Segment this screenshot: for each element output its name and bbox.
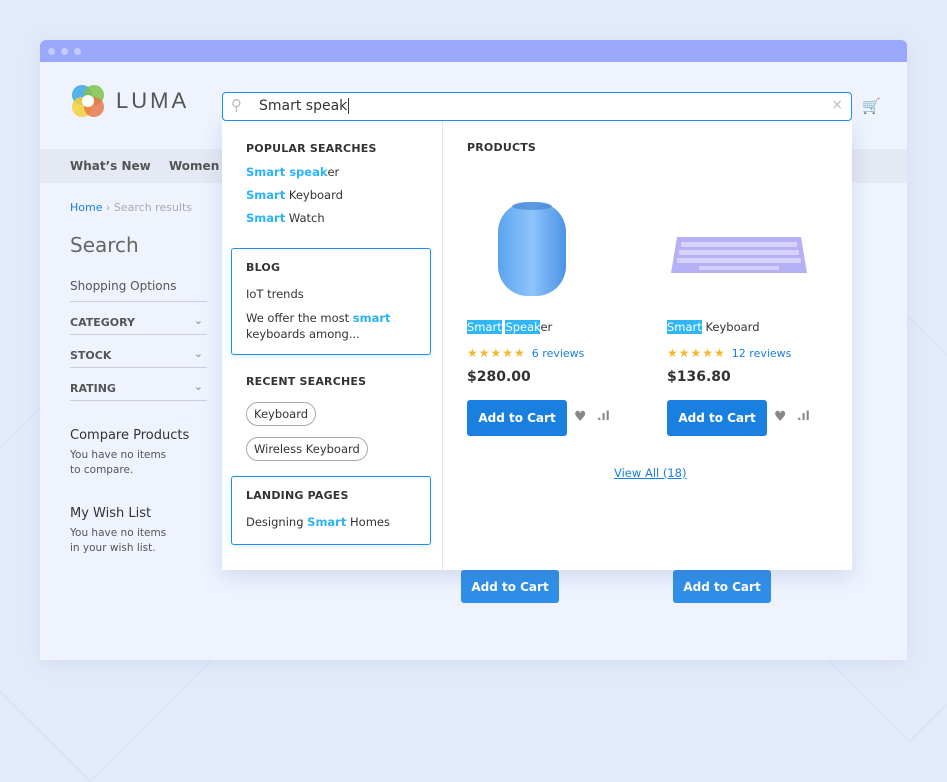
- smart-speaker-image[interactable]: [492, 198, 572, 298]
- rating-stars: ★★★★★: [467, 346, 526, 360]
- highlight: Smart speak: [246, 165, 328, 179]
- landing-title: LANDING PAGES: [246, 489, 349, 502]
- product-name[interactable]: Smart Keyboard: [667, 320, 837, 334]
- highlight: Smart: [246, 211, 286, 225]
- compare-title: Compare Products: [70, 428, 190, 443]
- filter-label: RATING: [70, 382, 116, 395]
- blog-section: BLOG IoT trends We offer the most smart …: [231, 248, 431, 355]
- nav-women[interactable]: Women: [169, 159, 220, 173]
- text: We offer the most: [246, 311, 353, 325]
- product-price: $280.00: [467, 369, 531, 385]
- chevron-right-icon: ›: [105, 201, 114, 214]
- text: Watch: [285, 211, 325, 225]
- window-dot[interactable]: [74, 47, 81, 55]
- shopping-options: Shopping Options: [70, 279, 207, 302]
- blog-item[interactable]: IoT trends: [246, 287, 304, 301]
- smart-keyboard-image[interactable]: [669, 233, 809, 277]
- logo-text: LUMA: [116, 88, 190, 113]
- add-to-cart-button[interactable]: Add to Cart: [467, 400, 567, 436]
- reviews-link[interactable]: 6 reviews: [531, 347, 585, 360]
- add-to-cart-button[interactable]: Add to Cart: [461, 570, 559, 603]
- compare-icon[interactable]: .ıl: [797, 409, 810, 423]
- filter-rating[interactable]: RATING ⌄: [70, 380, 207, 401]
- wishlist-text: You have no items in your wish list.: [70, 526, 166, 556]
- highlight: Speak: [505, 320, 541, 334]
- luma-logo-icon: [72, 85, 104, 117]
- landing-pages-section: LANDING PAGES Designing Smart Homes: [231, 476, 431, 545]
- reviews-link[interactable]: 12 reviews: [731, 347, 792, 360]
- recent-chip[interactable]: Keyboard: [246, 402, 317, 426]
- search-icon: ⚲: [231, 96, 242, 114]
- blog-item[interactable]: We offer the most smart keyboards among.…: [246, 310, 416, 342]
- text: keyboards among...: [246, 327, 360, 341]
- compare-icon[interactable]: .ıl: [597, 409, 610, 423]
- text: Homes: [346, 515, 390, 529]
- filter-category[interactable]: CATEGORY ⌄: [70, 314, 207, 335]
- heart-icon[interactable]: ♥: [774, 409, 787, 425]
- filter-stock[interactable]: STOCK ⌄: [70, 347, 207, 368]
- add-to-cart-button[interactable]: Add to Cart: [667, 400, 767, 436]
- chevron-down-icon: ⌄: [193, 314, 203, 327]
- highlight: Smart: [246, 188, 286, 202]
- popular-item[interactable]: Smart Watch: [246, 211, 377, 225]
- highlight: Smart: [467, 320, 502, 334]
- highlight: smart: [352, 311, 391, 325]
- window-dot[interactable]: [48, 47, 55, 55]
- cart-icon[interactable]: 🛒: [862, 97, 881, 115]
- popular-item[interactable]: Smart Keyboard: [246, 188, 377, 202]
- recent-title: RECENT SEARCHES: [246, 375, 367, 388]
- rating-stars: ★★★★★: [667, 346, 726, 360]
- wishlist-title: My Wish List: [70, 506, 152, 521]
- wishlist-line: You have no items: [70, 527, 167, 539]
- chevron-down-icon: ⌄: [193, 380, 203, 393]
- blog-title: BLOG: [246, 261, 281, 274]
- divider: [442, 120, 443, 570]
- highlight: Smart: [307, 515, 347, 529]
- window-dot[interactable]: [61, 47, 68, 55]
- wishlist-line: in your wish list.: [70, 542, 156, 554]
- product-price: $136.80: [667, 369, 731, 385]
- product-name[interactable]: Smart Speaker: [467, 320, 637, 334]
- search-field[interactable]: ⚲ Smart speak ×: [222, 92, 852, 121]
- text: Keyboard: [701, 320, 760, 334]
- text: er: [540, 320, 553, 334]
- text: Keyboard: [285, 188, 343, 202]
- text: er: [327, 165, 340, 179]
- product-card: Smart Keyboard ★★★★★ 12 reviews $136.80 A…: [667, 320, 837, 436]
- search-autocomplete: POPULAR SEARCHES Smart speaker Smart Key…: [222, 120, 852, 570]
- search-input[interactable]: Smart speak: [259, 98, 350, 114]
- page-title: Search: [70, 233, 139, 257]
- popular-searches: POPULAR SEARCHES Smart speaker Smart Key…: [246, 142, 377, 225]
- recent-chip[interactable]: Wireless Keyboard: [246, 437, 368, 461]
- compare-line: You have no items: [70, 449, 167, 461]
- clear-icon[interactable]: ×: [831, 97, 843, 113]
- products-title: PRODUCTS: [467, 141, 537, 154]
- breadcrumb-home[interactable]: Home: [70, 201, 103, 214]
- browser-window: LUMA 🛒 What’s New Women Home › Search re…: [40, 40, 907, 660]
- nav-whats-new[interactable]: What’s New: [70, 159, 151, 173]
- breadcrumb-current: Search results: [113, 201, 193, 214]
- popular-title: POPULAR SEARCHES: [246, 142, 377, 155]
- heart-icon[interactable]: ♥: [574, 409, 587, 425]
- view-all-link[interactable]: View All (18): [614, 466, 687, 480]
- breadcrumb: Home › Search results: [70, 201, 192, 214]
- compare-text: You have no items to compare.: [70, 448, 166, 478]
- chevron-down-icon: ⌄: [193, 347, 203, 360]
- add-to-cart-button[interactable]: Add to Cart: [673, 570, 771, 603]
- compare-line: to compare.: [70, 464, 134, 476]
- landing-item[interactable]: Designing Smart Homes: [246, 515, 416, 529]
- title-bar: [40, 40, 907, 62]
- filter-label: CATEGORY: [70, 316, 135, 329]
- logo[interactable]: LUMA: [70, 83, 189, 119]
- filter-label: STOCK: [70, 349, 112, 362]
- product-card: Smart Speaker ★★★★★ 6 reviews $280.00 Add…: [467, 320, 637, 436]
- highlight: Smart: [667, 320, 702, 334]
- popular-item[interactable]: Smart speaker: [246, 165, 377, 179]
- text: Designing: [246, 515, 308, 529]
